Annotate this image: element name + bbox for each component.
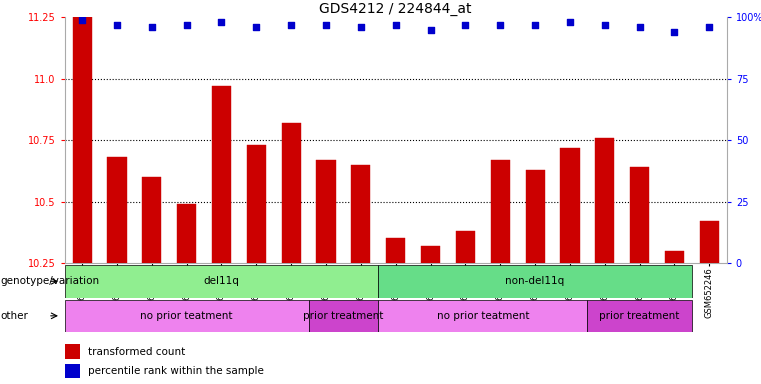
Title: GDS4212 / 224844_at: GDS4212 / 224844_at [320,2,472,16]
Text: no prior teatment: no prior teatment [437,311,529,321]
Text: transformed count: transformed count [88,347,185,357]
Bar [665,251,684,263]
Point [460,22,472,28]
Bar [491,160,510,263]
Text: percentile rank within the sample: percentile rank within the sample [88,366,263,376]
Bar [560,147,580,263]
Point [703,24,715,30]
Bar [595,138,614,263]
Bar [386,238,406,263]
Bar [456,231,475,263]
Bar [107,157,126,263]
Point [320,22,332,28]
Bar [526,170,545,263]
Point [145,24,158,30]
Bar [212,86,231,263]
Point [494,22,506,28]
Bar [65,300,309,332]
Bar [309,300,378,332]
Point [564,19,576,25]
Point [180,22,193,28]
Point [250,24,263,30]
Bar [378,265,692,298]
Bar [65,344,80,359]
Point [285,22,298,28]
Point [599,22,611,28]
Point [529,22,541,28]
Bar [282,123,301,263]
Text: genotype/variation: genotype/variation [1,276,100,286]
Point [215,19,228,25]
Bar [378,300,587,332]
Bar [177,204,196,263]
Bar [421,246,440,263]
Point [668,29,680,35]
Point [76,17,88,23]
Text: prior treatment: prior treatment [304,311,384,321]
Point [111,22,123,28]
Bar [247,145,266,263]
Text: no prior teatment: no prior teatment [140,311,233,321]
Bar [352,165,371,263]
Bar [317,160,336,263]
Text: other: other [1,311,29,321]
Bar [72,17,91,263]
Bar [700,221,719,263]
Point [425,26,437,33]
Point [390,22,402,28]
Point [355,24,367,30]
Bar [630,167,649,263]
Text: prior treatment: prior treatment [600,311,680,321]
Bar [587,300,692,332]
Bar [65,364,80,378]
Point [634,24,646,30]
Text: del11q: del11q [203,276,240,286]
Text: non-del11q: non-del11q [505,276,565,286]
Bar [65,265,378,298]
Bar [142,177,161,263]
